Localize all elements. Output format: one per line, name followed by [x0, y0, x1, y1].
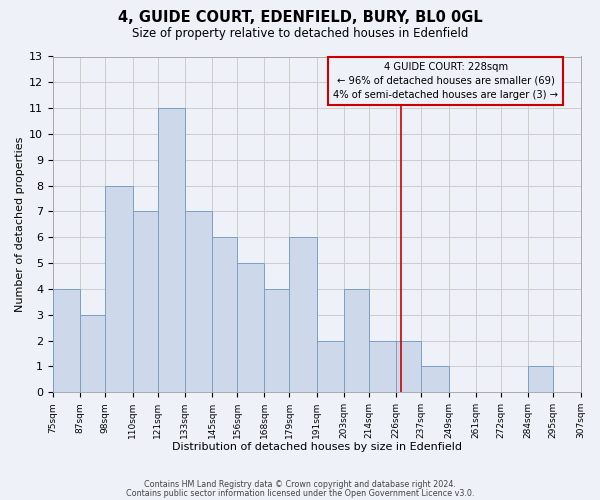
Bar — [53, 289, 80, 392]
Bar — [397, 340, 421, 392]
Y-axis label: Number of detached properties: Number of detached properties — [15, 136, 25, 312]
Bar — [528, 366, 553, 392]
Bar — [212, 238, 237, 392]
Bar — [344, 289, 369, 392]
Text: Size of property relative to detached houses in Edenfield: Size of property relative to detached ho… — [132, 28, 468, 40]
Text: Contains public sector information licensed under the Open Government Licence v3: Contains public sector information licen… — [126, 488, 474, 498]
Bar — [581, 366, 600, 392]
Bar — [369, 340, 397, 392]
Bar — [158, 108, 185, 392]
Bar — [265, 289, 289, 392]
Text: 4, GUIDE COURT, EDENFIELD, BURY, BL0 0GL: 4, GUIDE COURT, EDENFIELD, BURY, BL0 0GL — [118, 10, 482, 25]
Text: Contains HM Land Registry data © Crown copyright and database right 2024.: Contains HM Land Registry data © Crown c… — [144, 480, 456, 489]
Bar — [421, 366, 449, 392]
Bar — [289, 238, 317, 392]
Text: 4 GUIDE COURT: 228sqm
← 96% of detached houses are smaller (69)
4% of semi-detac: 4 GUIDE COURT: 228sqm ← 96% of detached … — [334, 62, 559, 100]
Bar — [317, 340, 344, 392]
Bar — [237, 263, 265, 392]
Bar — [133, 212, 158, 392]
Bar — [106, 186, 133, 392]
Bar — [80, 315, 106, 392]
X-axis label: Distribution of detached houses by size in Edenfield: Distribution of detached houses by size … — [172, 442, 462, 452]
Bar — [185, 212, 212, 392]
